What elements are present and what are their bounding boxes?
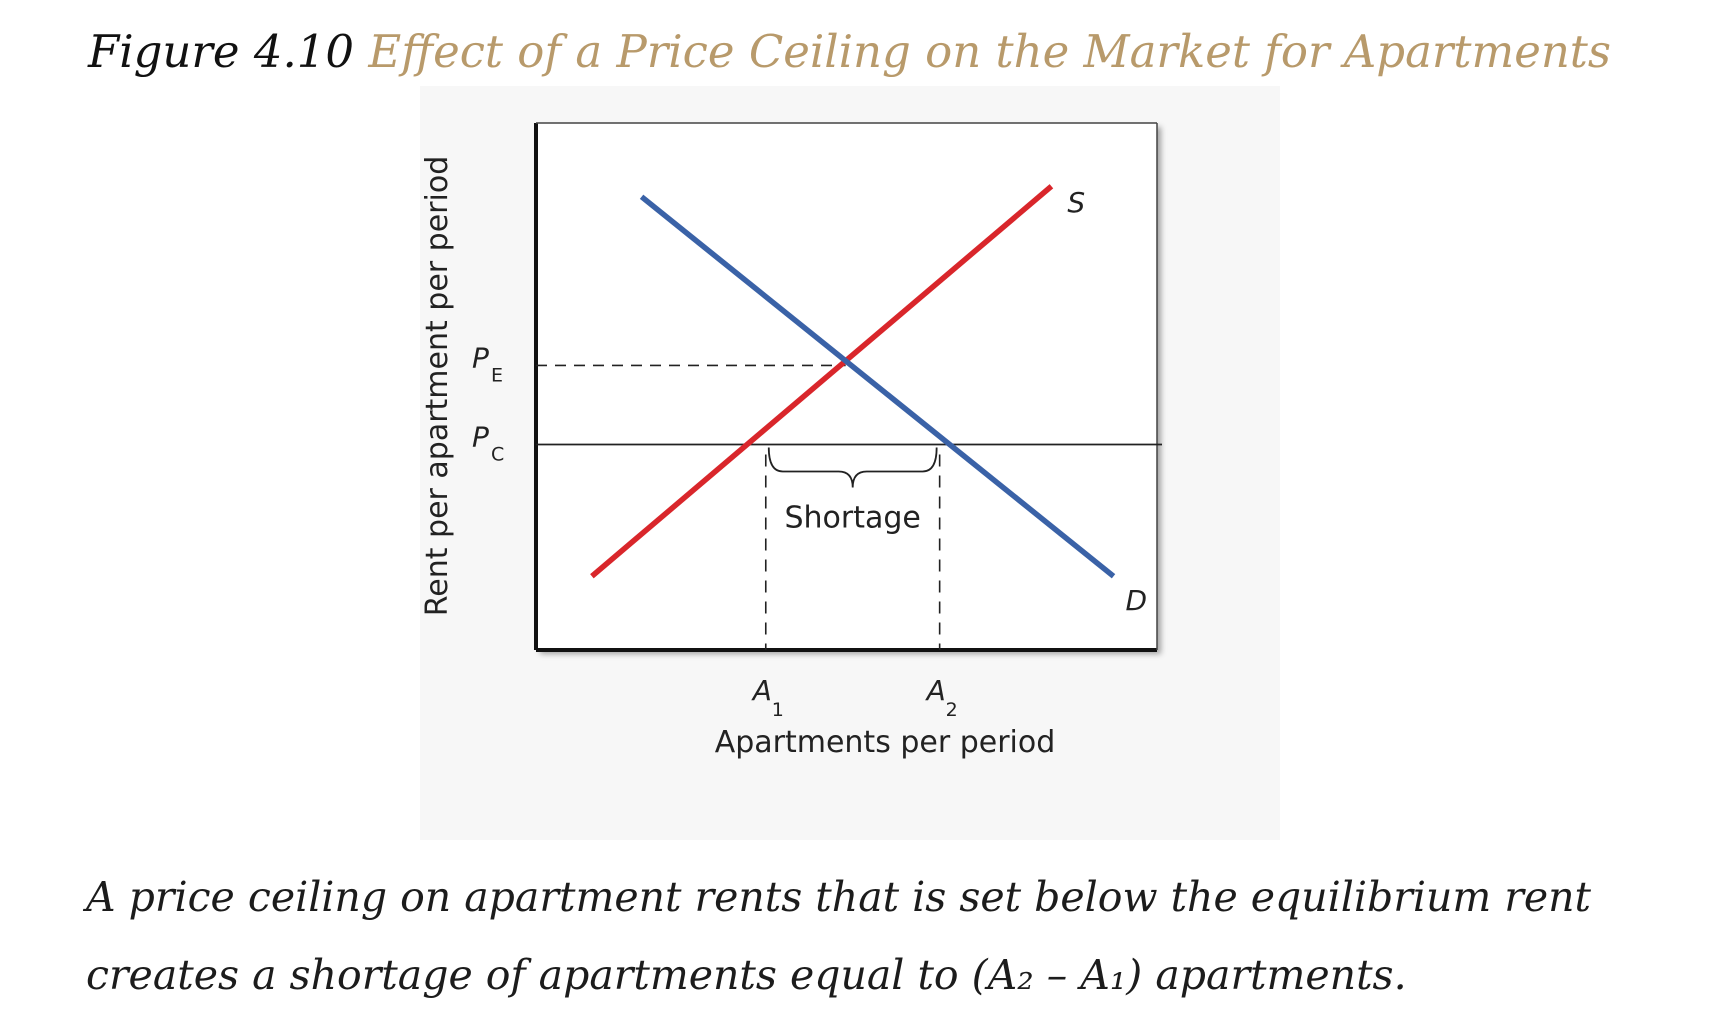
y-tick-label-pc: P: [472, 420, 489, 453]
x-tick-subscript-a1: 1: [772, 699, 784, 721]
y-tick-subscript-pc: C: [491, 443, 504, 465]
figure-label: Figure 4.10: [88, 25, 355, 78]
x-tick-subscript-a2: 2: [946, 699, 958, 721]
figure-title: Effect of a Price Ceiling on the Market …: [368, 25, 1611, 78]
series-line-d: [639, 194, 1116, 579]
series-label-d: D: [1126, 584, 1148, 617]
shortage-label: Shortage: [785, 500, 921, 535]
chart-panel: S D Shortage P E P C A 1 A 2 Apartments per period R…: [420, 86, 1280, 840]
series-line-s: [590, 184, 1054, 579]
series-label-s: S: [1067, 186, 1085, 219]
y-tick-subscript-pe: E: [491, 364, 503, 386]
x-tick-label-a2: A: [925, 674, 946, 707]
y-axis-title: Rent per apartment per period: [420, 156, 455, 616]
figure-description: A price ceiling on apartment rents that …: [86, 873, 1592, 999]
x-axis-title: Apartments per period: [715, 725, 1056, 760]
plot-area: [536, 123, 1157, 650]
x-tick-label-a1: A: [751, 674, 772, 707]
figure-caption: Figure 4.10 Effect of a Price Ceiling on…: [88, 22, 1611, 82]
y-tick-label-pe: P: [472, 341, 489, 374]
shortage-brace: [767, 447, 938, 488]
